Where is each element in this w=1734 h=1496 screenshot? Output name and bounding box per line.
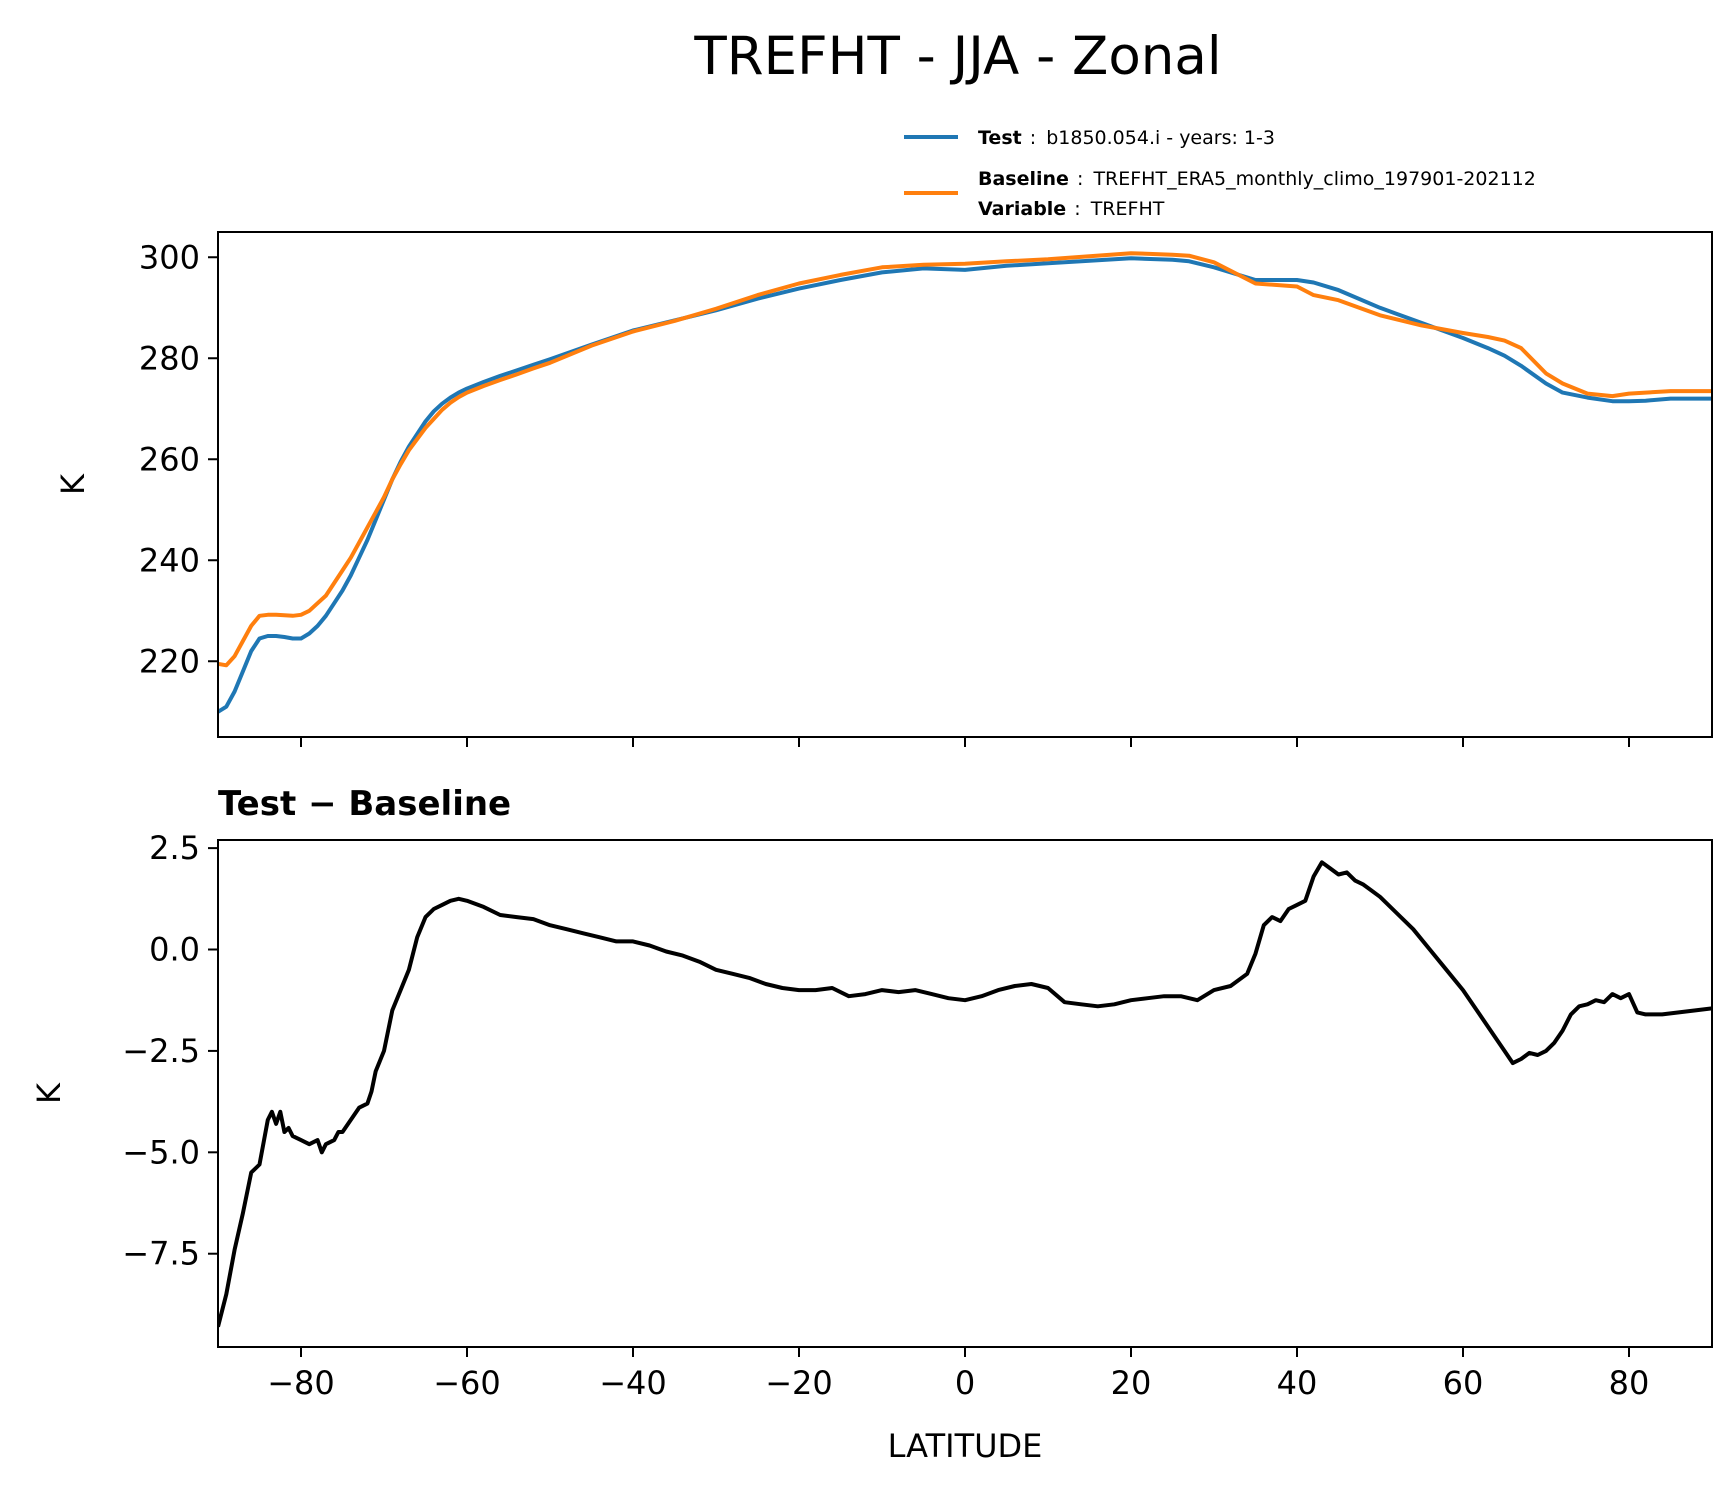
bottom-panel-title: Test − Baseline	[218, 784, 511, 824]
bottom-x-tick-label: 0	[955, 1364, 975, 1402]
bottom-y-axis-label: K	[30, 1082, 68, 1104]
legend-value-variable: TREFHT	[1090, 198, 1165, 220]
top-series-line-baseline	[218, 251, 1712, 668]
top-series-group	[218, 251, 1712, 714]
bottom-x-axis-label: LATITUDE	[888, 1427, 1043, 1465]
legend-entry-test: Test : b1850.054.i - years: 1-3	[978, 127, 1275, 149]
bottom-y-tick-label: −2.5	[122, 1032, 200, 1070]
bottom-x-tick-label: 60	[1443, 1364, 1484, 1402]
legend-entry-baseline: Baseline : TREFHT_ERA5_monthly_climo_197…	[978, 168, 1536, 190]
legend-key-variable: Variable	[978, 198, 1066, 220]
top-y-tick-label: 260	[139, 440, 200, 478]
bottom-x-tick-label: −40	[599, 1364, 667, 1402]
bottom-y-tick-label: −7.5	[122, 1235, 200, 1273]
bottom-x-tick-label: −80	[267, 1364, 335, 1402]
top-y-tick-label: 300	[139, 238, 200, 276]
legend: Test : b1850.054.i - years: 1-3 Baseline…	[904, 127, 1536, 220]
bottom-y-tick-label: 0.0	[149, 931, 200, 969]
bottom-y-tick-label: −5.0	[122, 1133, 200, 1171]
bottom-series-line-difference	[218, 860, 1712, 1328]
top-panel: 220 240 260 280 300 K	[54, 231, 1713, 747]
bottom-y-tick-label: 2.5	[149, 829, 200, 867]
top-y-tick-label: 220	[139, 642, 200, 680]
bottom-series-group	[218, 860, 1712, 1328]
legend-separator: :	[1074, 198, 1080, 220]
legend-value-baseline: TREFHT_ERA5_monthly_climo_197901-202112	[1092, 168, 1535, 190]
bottom-x-tick-label: −60	[433, 1364, 501, 1402]
bottom-x-tick-label: 40	[1277, 1364, 1318, 1402]
figure-title: TREFHT - JJA - Zonal	[693, 26, 1221, 87]
top-y-tick-label: 280	[139, 339, 200, 377]
bottom-panel: 2.5 0.0 −2.5 −5.0 −7.5 −80 −60 −40 −20 0 20 40 60 80 K…	[30, 829, 1713, 1465]
legend-key-test: Test	[978, 127, 1022, 149]
legend-entry-variable: Variable : TREFHT	[978, 198, 1165, 220]
legend-value-test: b1850.054.i - years: 1-3	[1046, 127, 1275, 149]
top-y-tick-label: 240	[139, 541, 200, 579]
bottom-x-tick-label: 20	[1111, 1364, 1152, 1402]
top-y-axis-label: K	[54, 473, 92, 495]
legend-separator: :	[1077, 168, 1083, 190]
legend-separator: :	[1030, 127, 1036, 149]
bottom-x-tick-label: 80	[1609, 1364, 1650, 1402]
bottom-x-tick-label: −20	[765, 1364, 833, 1402]
legend-key-baseline: Baseline	[978, 168, 1069, 190]
